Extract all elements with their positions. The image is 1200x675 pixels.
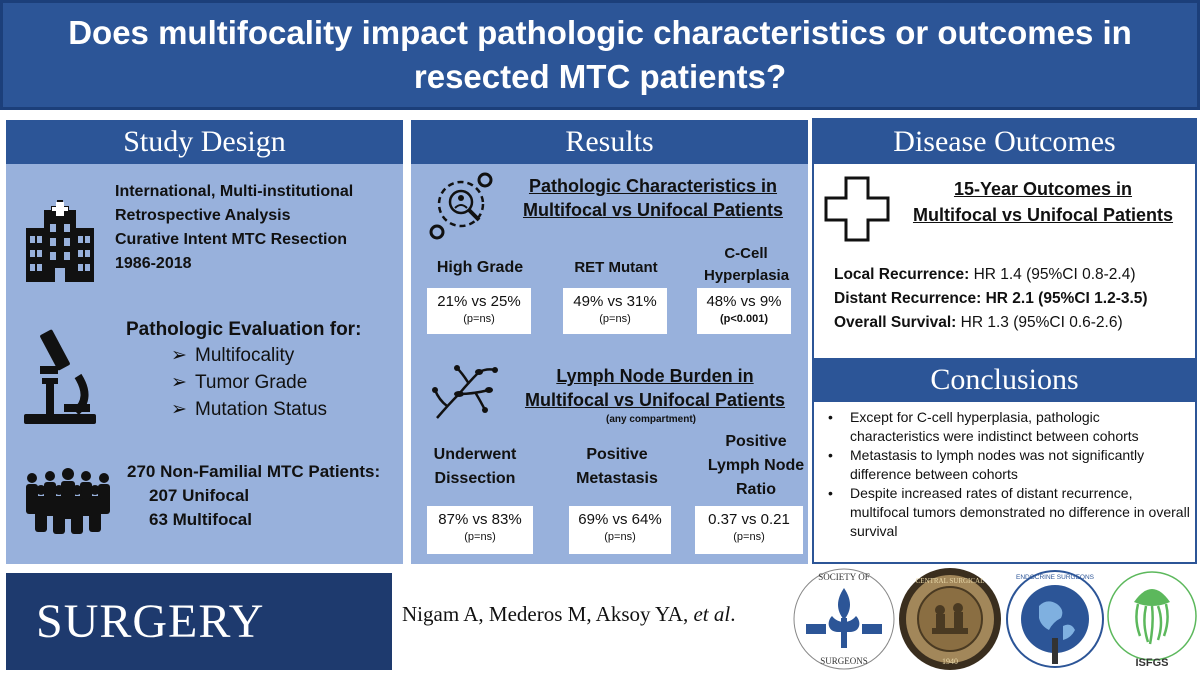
col-label-node-ratio: Positive Lymph Node Ratio xyxy=(707,433,805,498)
bullet-icon: • xyxy=(828,409,833,425)
patients-crowd-icon xyxy=(26,468,110,534)
bullet-icon: • xyxy=(828,447,833,463)
design-line: 1986-2018 xyxy=(115,255,192,272)
evaluation-item: ➢ Mutation Status xyxy=(171,396,327,423)
conclusion-item: • Metastasis to lymph nodes was not sign… xyxy=(824,446,1192,484)
lymph-node-icon xyxy=(432,365,498,419)
bullet-icon: • xyxy=(828,485,833,501)
design-description: International, Multi-institutional Retro… xyxy=(115,180,395,276)
arrow-icon: ➢ xyxy=(171,372,187,393)
evaluation-list: ➢ Multifocality ➢ Tumor Grade ➢ Mutation St… xyxy=(171,342,327,423)
svg-text:ISFGS: ISFGS xyxy=(1135,657,1168,669)
stat-node-ratio: 0.37 vs 0.21 (p=ns) xyxy=(695,506,803,554)
arrow-icon: ➢ xyxy=(171,345,187,366)
conclusions-list: • Except for C-cell hyperplasia, patholo… xyxy=(824,408,1192,541)
design-line: Curative Intent MTC Resection xyxy=(115,231,348,248)
page-title: Does multifocality impact pathologic cha… xyxy=(68,14,1132,95)
col-label-ret-mutant: RET Mutant xyxy=(574,259,658,276)
svg-text:CENTRAL SURGICAL: CENTRAL SURGICAL xyxy=(916,577,985,585)
study-design-panel: Study Design Inter xyxy=(6,120,403,564)
title-banner: Does multifocality impact pathologic cha… xyxy=(0,0,1200,110)
stat-c-cell: 48% vs 9% (p<0.001) xyxy=(697,288,791,334)
results-panel: Results Pathologic Characteristics in Mu… xyxy=(411,120,808,564)
outcomes-heading: Disease Outcomes xyxy=(814,120,1195,164)
design-line: Retrospective Analysis xyxy=(115,207,291,224)
results-heading: Results xyxy=(411,120,808,164)
conclusion-item: • Except for C-cell hyperplasia, patholo… xyxy=(824,408,1192,446)
pathologic-title: Pathologic Characteristics in Multifocal… xyxy=(522,176,784,220)
outcomes-title: 15-Year Outcomes in Multifocal vs Unifoc… xyxy=(912,179,1174,225)
journal-logo: SURGERY xyxy=(6,573,392,670)
isfgs-logo: ISFGS xyxy=(1107,571,1197,669)
analysis-gear-icon xyxy=(429,172,493,240)
microscope-icon xyxy=(24,329,96,424)
hospital-icon xyxy=(26,200,94,282)
evaluation-title: Pathologic Evaluation for: xyxy=(126,319,362,340)
study-design-heading: Study Design xyxy=(6,120,403,164)
outcome-overall-survival: Overall Survival: HR 1.3 (95%CI 0.6-2.6) xyxy=(834,314,1123,331)
patients-title: 270 Non-Familial MTC Patients: xyxy=(127,462,381,481)
central-surgical-association-seal: CENTRAL SURGICAL 1940 xyxy=(899,568,1001,670)
citation: Nigam A, Mederos M, Aksoy YA, et al. xyxy=(402,602,736,626)
outcomes-panel: Disease Outcomes 15-Year Outcomes in Mul… xyxy=(812,118,1197,564)
evaluation-item: ➢ Multifocality xyxy=(171,342,327,369)
lymph-note: (any compartment) xyxy=(605,414,696,425)
stat-ret-mutant: 49% vs 31% (p=ns) xyxy=(563,288,667,334)
col-label-dissection: Underwent Dissection xyxy=(433,446,517,487)
conclusions-heading: Conclusions xyxy=(814,358,1195,402)
arrow-icon: ➢ xyxy=(171,399,187,420)
conclusion-item: • Despite increased rates of distant rec… xyxy=(824,484,1192,541)
medical-cross-icon xyxy=(824,176,890,242)
svg-text:SOCIETY OF: SOCIETY OF xyxy=(818,572,869,582)
endocrine-surgeons-logo: ENDOCRINE SURGEONS xyxy=(1006,570,1104,668)
col-label-high-grade: High Grade xyxy=(436,259,524,276)
patients-multifocal: 63 Multifocal xyxy=(149,510,252,529)
outcome-distant-recurrence: Distant Recurrence: HR 2.1 (95%CI 1.2-3.… xyxy=(834,290,1148,307)
svg-text:1940: 1940 xyxy=(942,657,958,666)
col-label-metastasis: Positive Metastasis xyxy=(576,446,658,487)
svg-text:SURGEONS: SURGEONS xyxy=(820,656,868,666)
svg-text:ENDOCRINE SURGEONS: ENDOCRINE SURGEONS xyxy=(1016,574,1095,581)
patients-breakdown: 207 Unifocal 63 Multifocal xyxy=(149,484,252,532)
evaluation-item: ➢ Tumor Grade xyxy=(171,369,327,396)
lymph-title: Lymph Node Burden in Multifocal vs Unifo… xyxy=(524,366,786,410)
design-line: International, Multi-institutional xyxy=(115,183,354,200)
patients-unifocal: 207 Unifocal xyxy=(149,486,250,505)
stat-metastasis: 69% vs 64% (p=ns) xyxy=(569,506,671,554)
stat-dissection: 87% vs 83% (p=ns) xyxy=(427,506,533,554)
outcome-local-recurrence: Local Recurrence: HR 1.4 (95%CI 0.8-2.4) xyxy=(834,266,1136,283)
society-university-surgeons-logo: SOCIETY OF SURGEONS xyxy=(793,568,895,670)
col-label-c-cell: C-Cell Hyperplasia xyxy=(704,245,790,284)
stat-high-grade: 21% vs 25% (p=ns) xyxy=(427,288,531,334)
